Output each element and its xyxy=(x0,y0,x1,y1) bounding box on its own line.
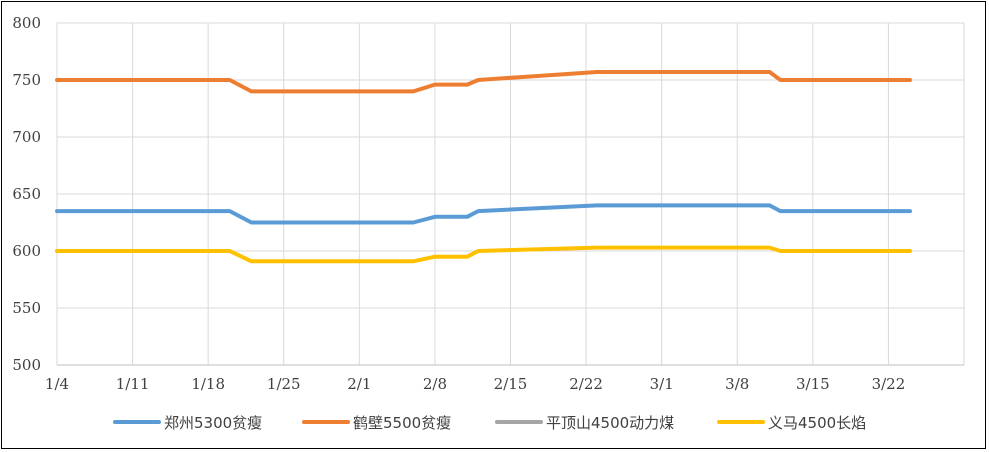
y-axis-ticks: 500 550 600 650 700 750 800 xyxy=(12,14,41,374)
x-tick-label: 3/1 xyxy=(650,375,674,393)
series-line-3 xyxy=(55,245,912,264)
y-tick-label: 700 xyxy=(12,128,41,146)
x-tick-label: 2/8 xyxy=(423,375,447,393)
x-tick-label: 3/22 xyxy=(872,375,906,393)
y-tick-label: 600 xyxy=(12,242,41,260)
series-lines xyxy=(55,70,912,264)
legend-label-2: 平顶山4500动力煤 xyxy=(546,414,674,432)
legend-label-1: 鹤壁5500贫瘦 xyxy=(353,414,451,432)
y-tick-label: 750 xyxy=(12,71,41,89)
x-tick-label: 1/18 xyxy=(191,375,225,393)
y-tick-label: 550 xyxy=(12,299,41,317)
x-tick-label: 1/25 xyxy=(267,375,301,393)
x-tick-label: 2/22 xyxy=(569,375,603,393)
y-tick-label: 800 xyxy=(12,14,41,32)
x-tick-label: 2/1 xyxy=(347,375,371,393)
series-line-1 xyxy=(55,70,912,94)
x-tick-label: 1/4 xyxy=(45,375,69,393)
x-tick-label: 3/8 xyxy=(725,375,749,393)
x-tick-label: 1/11 xyxy=(116,375,150,393)
legend-label-0: 郑州5300贫瘦 xyxy=(164,414,262,432)
series-line-0 xyxy=(55,203,912,225)
legend-label-3: 义马4500长焰 xyxy=(768,414,866,432)
x-tick-label: 3/15 xyxy=(796,375,830,393)
legend: 郑州5300贫瘦 鹤壁5500贫瘦 平顶山4500动力煤 义马4500长焰 xyxy=(113,414,866,432)
y-tick-label: 500 xyxy=(12,356,41,374)
grid-lines xyxy=(56,22,965,366)
y-tick-label: 650 xyxy=(12,185,41,203)
x-tick-label: 2/15 xyxy=(494,375,528,393)
x-axis-ticks: 1/4 1/11 1/18 1/25 2/1 2/8 2/15 2/22 3/1 3/8 3/15 3… xyxy=(45,375,905,393)
